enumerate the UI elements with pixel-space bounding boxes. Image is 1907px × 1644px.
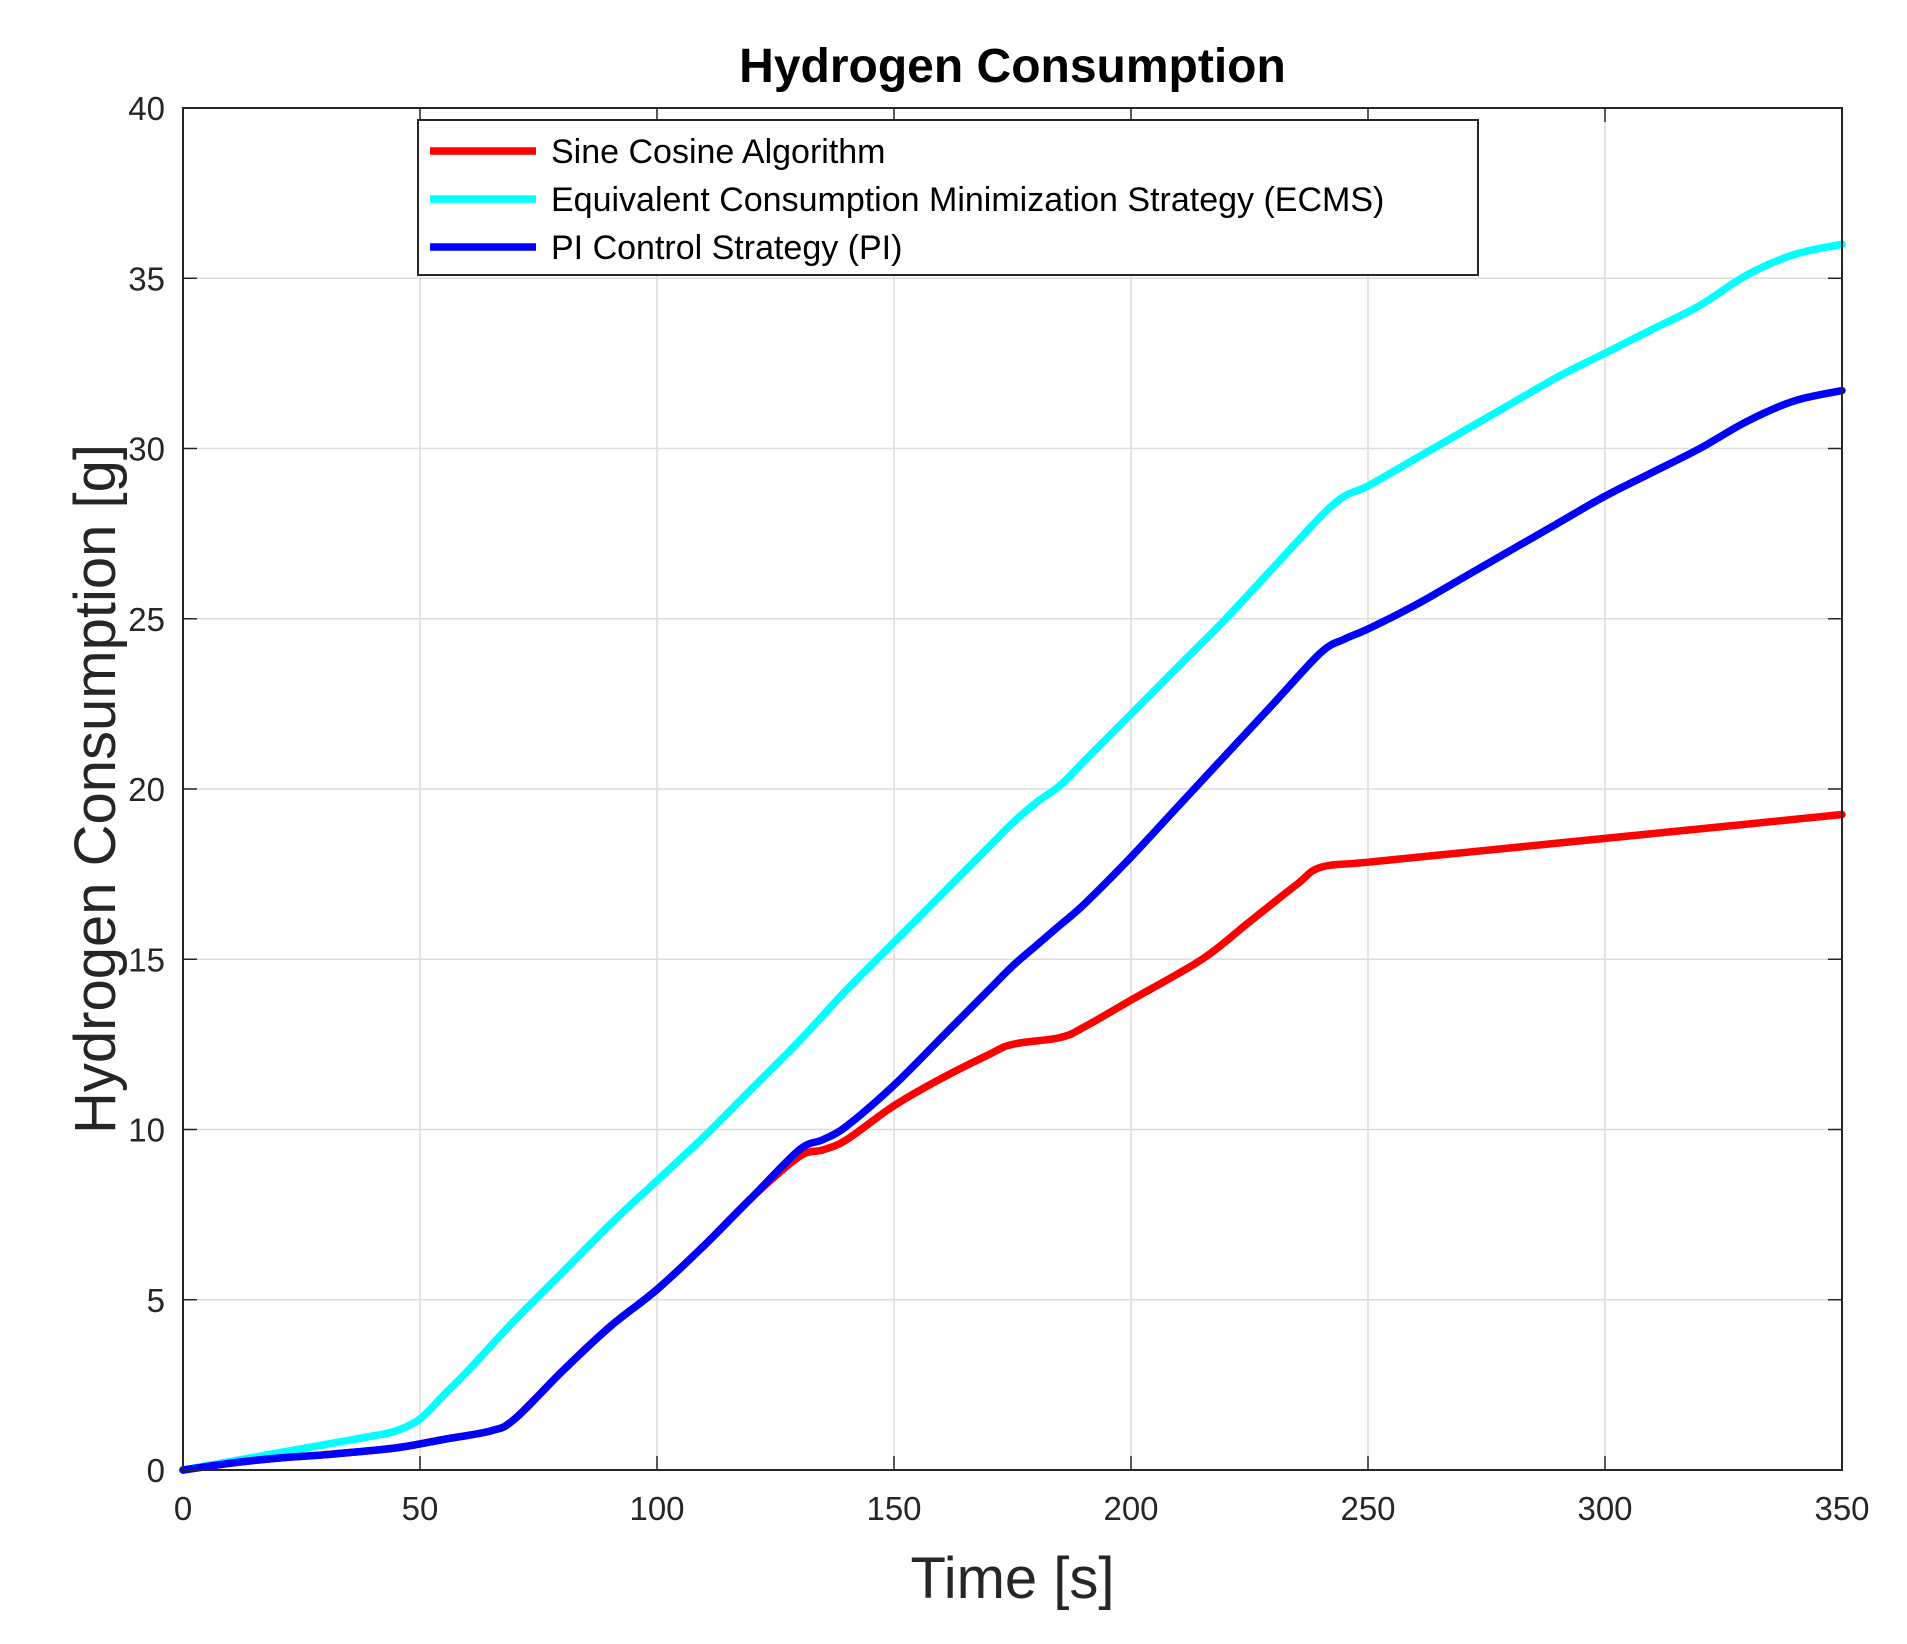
y-tick-label: 30 — [128, 431, 165, 468]
x-tick-label: 100 — [629, 1490, 684, 1527]
x-tick-label: 50 — [402, 1490, 439, 1527]
legend-label-2: PI Control Strategy (PI) — [551, 229, 902, 267]
y-tick-label: 25 — [128, 601, 165, 638]
y-tick-label: 15 — [128, 941, 165, 978]
legend-label-1: Equivalent Consumption Minimization Stra… — [551, 181, 1384, 219]
ticks: 0 50 100 150 200 250 300 350 0 5 10 15 20 25 30 35 40 — [128, 90, 1869, 1527]
x-axis-title: Time [s] — [910, 1546, 1114, 1611]
y-tick-label: 35 — [128, 260, 165, 297]
legend-box — [417, 119, 1479, 276]
x-tick-label: 300 — [1577, 1490, 1632, 1527]
x-tick-label: 350 — [1814, 1490, 1869, 1527]
series-line-0 — [179, 810, 1846, 1474]
series-line-2 — [179, 386, 1846, 1474]
x-tick-label: 150 — [866, 1490, 921, 1527]
legend: Sine Cosine Algorithm Equivalent Consumpt… — [417, 119, 1479, 276]
x-tick-label: 200 — [1103, 1490, 1158, 1527]
y-tick-label: 0 — [147, 1452, 165, 1489]
series-layer — [179, 240, 1846, 1474]
y-tick-label: 20 — [128, 771, 165, 808]
y-tick-label: 10 — [128, 1112, 165, 1149]
series-line-1 — [179, 240, 1846, 1474]
y-axis-title: Hydrogen Consumption [g] — [63, 444, 128, 1134]
y-tick-label: 5 — [147, 1282, 165, 1319]
legend-label-0: Sine Cosine Algorithm — [551, 133, 886, 171]
chart-title: Hydrogen Consumption — [739, 40, 1286, 93]
x-tick-label: 250 — [1340, 1490, 1395, 1527]
grid — [182, 107, 1843, 1471]
x-tick-label: 0 — [174, 1490, 192, 1527]
y-tick-label: 40 — [128, 90, 165, 127]
